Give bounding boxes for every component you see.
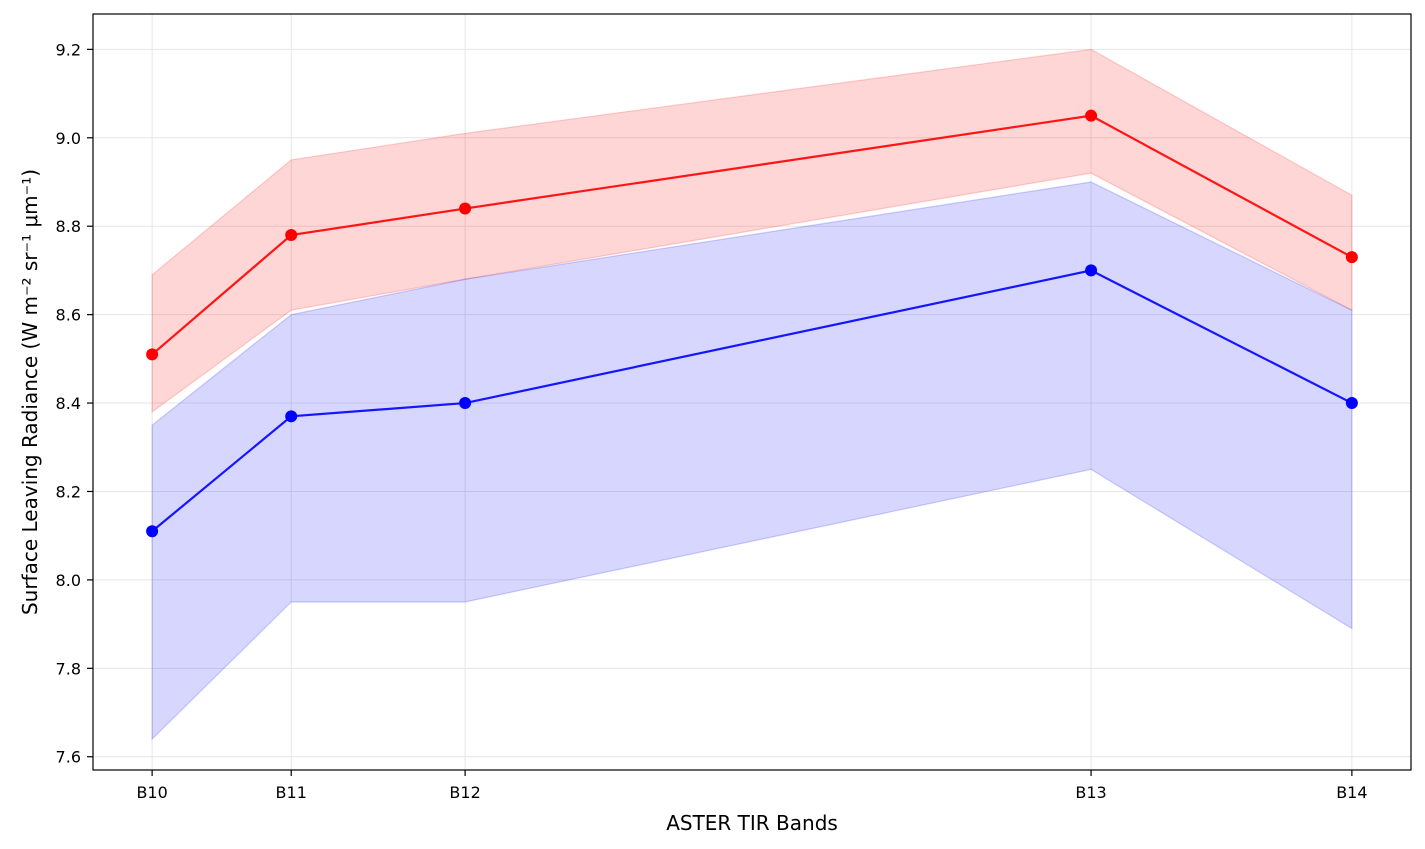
y-tick-label: 7.6 xyxy=(56,748,81,767)
x-tick-label: B14 xyxy=(1336,783,1367,802)
y-tick-label: 8.0 xyxy=(56,571,81,590)
y-tick-label: 7.8 xyxy=(56,659,81,678)
y-axis-ticks: 7.6 7.8 8.0 8.2 8.4 8.6 8.8 9.0 9.2 xyxy=(56,40,93,767)
y-tick-label: 8.2 xyxy=(56,482,81,501)
series-1-point xyxy=(146,525,159,538)
grid-lines xyxy=(93,14,1411,770)
x-tick-label: B12 xyxy=(449,783,480,802)
y-tick-label: 8.6 xyxy=(56,306,81,325)
series-0-point xyxy=(146,348,159,361)
y-tick-label: 9.2 xyxy=(56,40,81,59)
x-axis-ticks: B10 B11 B12 B13 B14 xyxy=(136,770,1368,802)
series-0-point xyxy=(285,229,298,242)
y-axis-label: Surface Leaving Radiance (W m⁻² sr⁻¹ μm⁻… xyxy=(18,169,42,615)
x-axis-label: ASTER TIR Bands xyxy=(666,811,838,835)
series-0-point xyxy=(459,202,472,215)
uncertainty-bands xyxy=(151,48,1353,741)
plot-frame xyxy=(92,13,1412,771)
x-tick-label: B13 xyxy=(1075,783,1106,802)
y-tick-label: 8.4 xyxy=(56,394,81,413)
series-1-point xyxy=(1085,264,1098,277)
series-0-band xyxy=(151,48,1353,414)
y-tick-label: 9.0 xyxy=(56,129,81,148)
series-points xyxy=(146,109,1358,538)
series-1-point xyxy=(1345,397,1358,410)
series-0-point xyxy=(1345,251,1358,264)
y-tick-label: 8.8 xyxy=(56,217,81,236)
x-tick-label: B10 xyxy=(136,783,167,802)
x-tick-label: B11 xyxy=(276,783,307,802)
series-0-point xyxy=(1085,109,1098,122)
series-1-point xyxy=(285,410,298,423)
series-1-band xyxy=(151,181,1353,741)
series-1-point xyxy=(459,397,472,410)
